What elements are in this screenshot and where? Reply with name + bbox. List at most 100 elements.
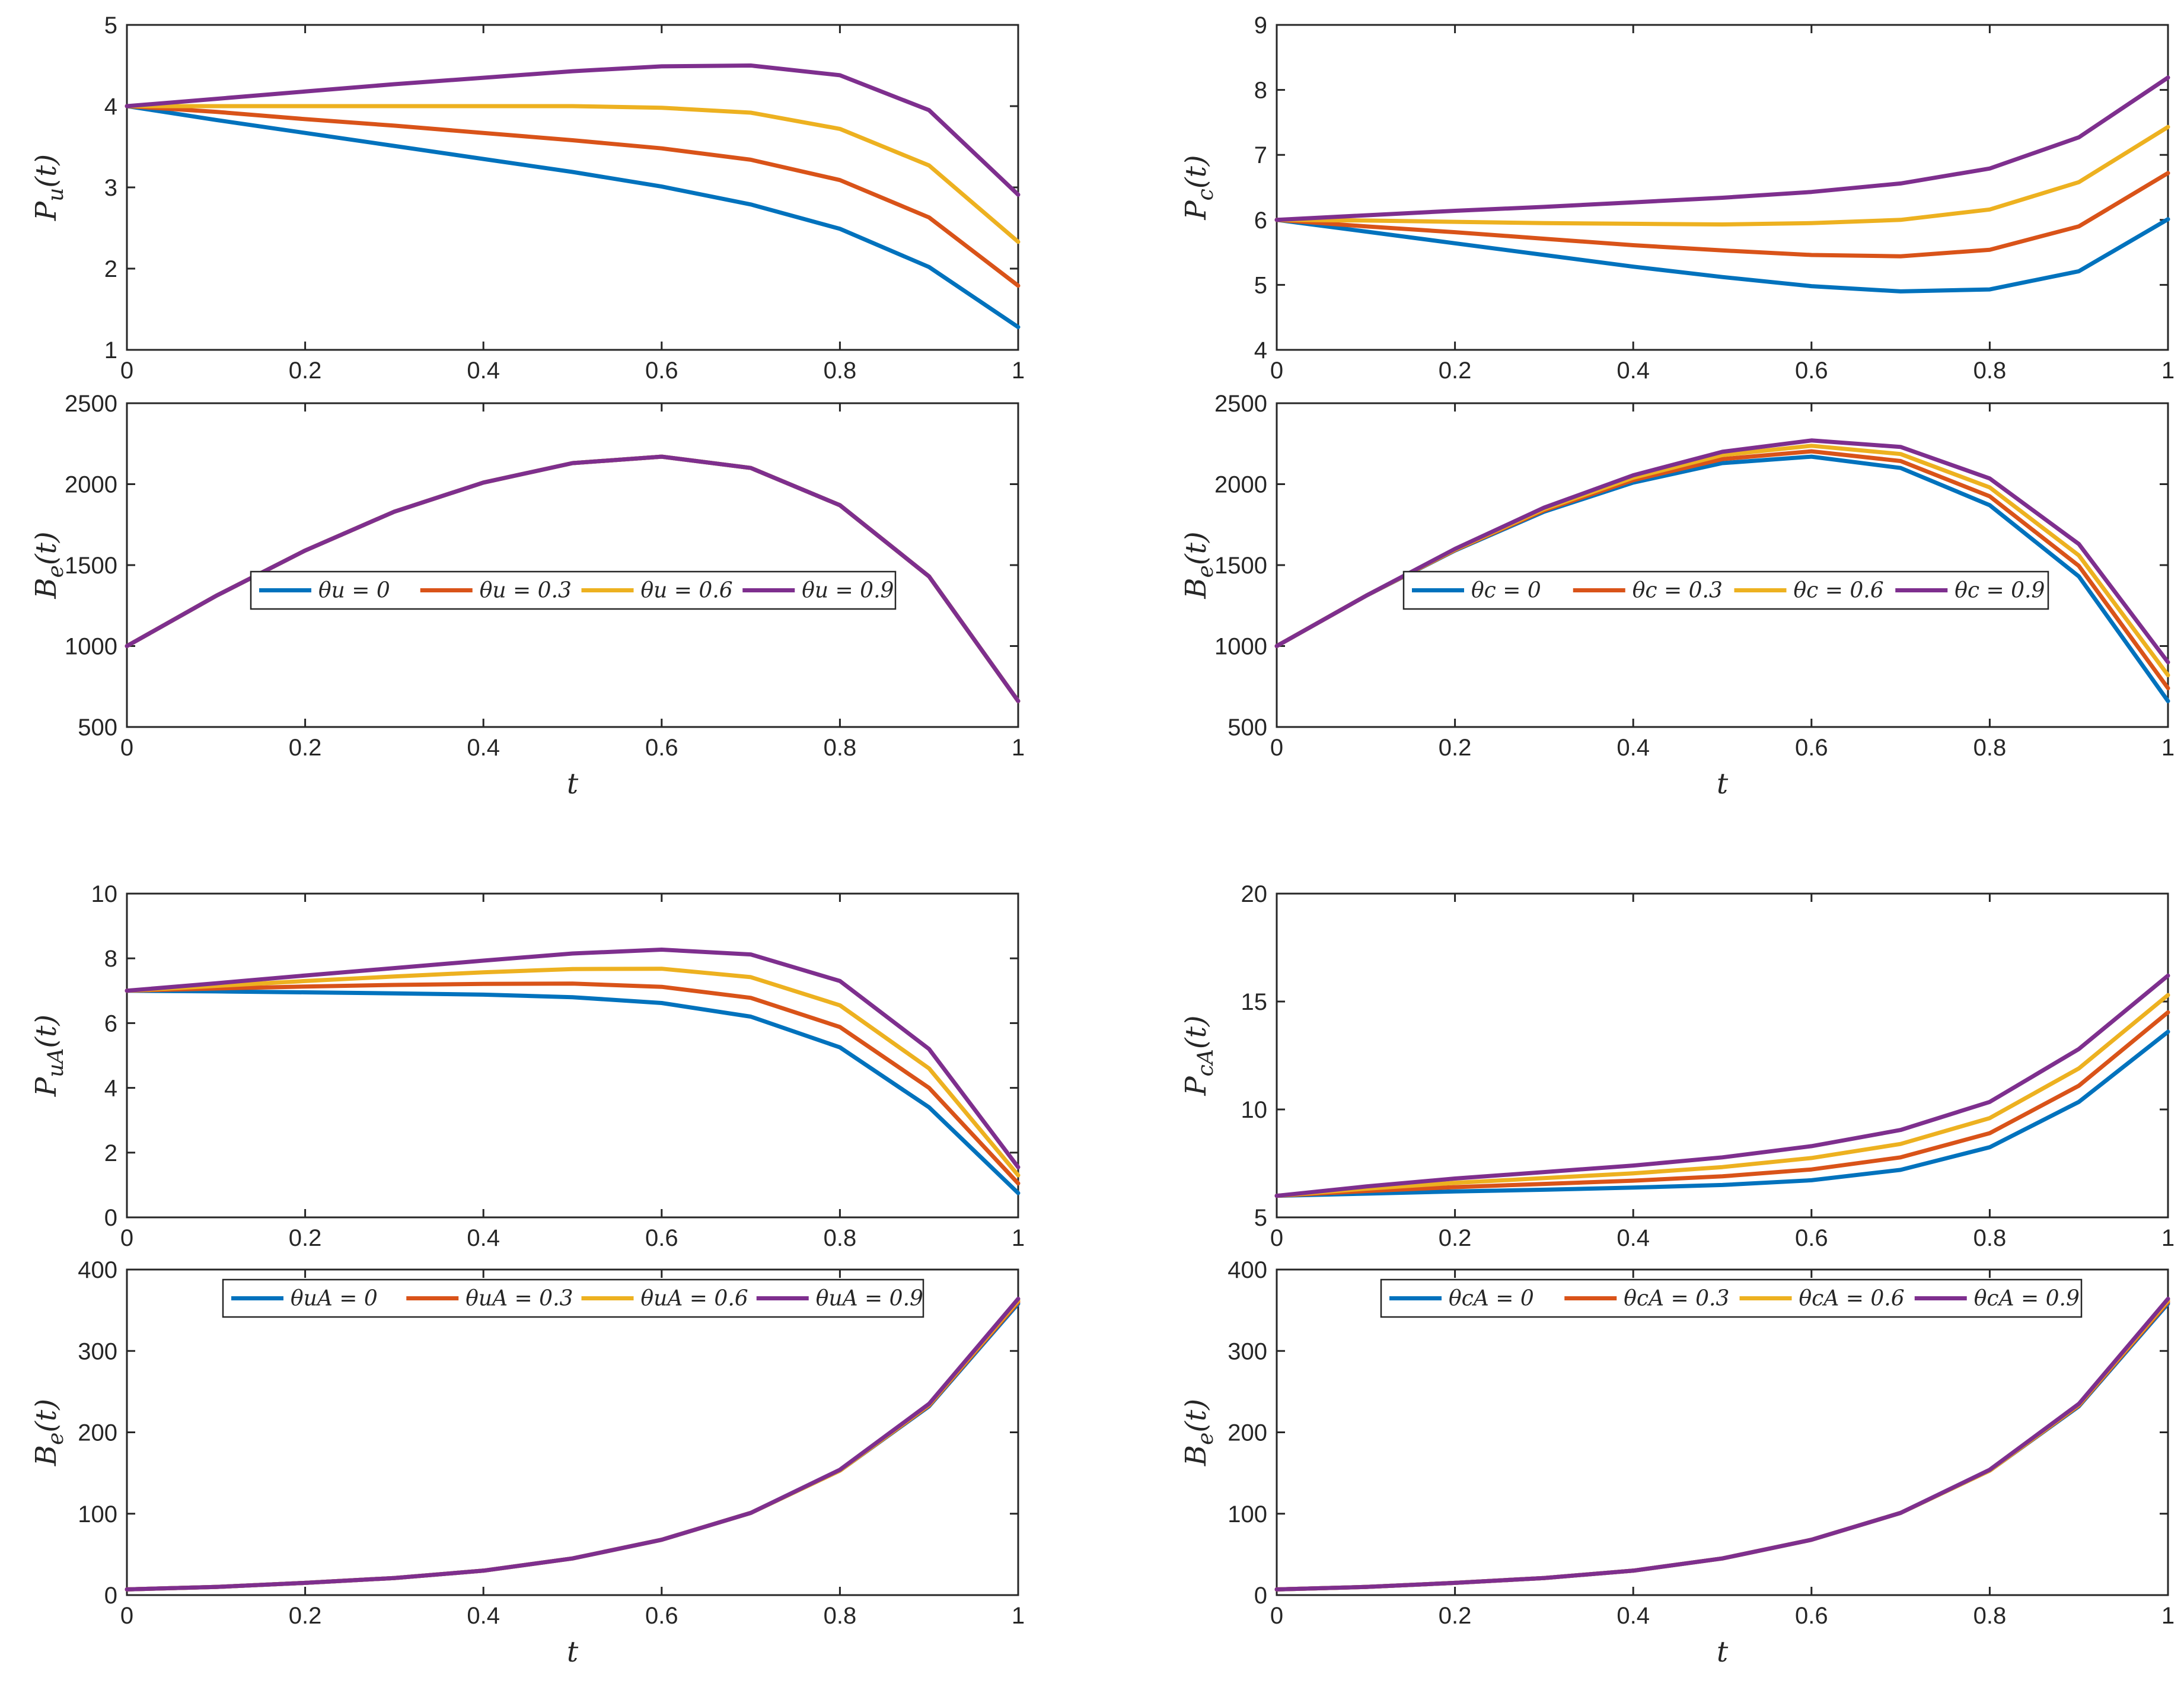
series-line-2 <box>1274 449 2170 690</box>
y-tick-label: 0 <box>104 1205 117 1231</box>
legend-entry: θc = 0 <box>1471 579 1541 603</box>
x-tick-label: 0 <box>1270 1603 1283 1629</box>
legend-entry: θcA = 0 <box>1449 1287 1534 1311</box>
x-axis-label: t <box>1717 767 1729 801</box>
x-tick-label: 1 <box>2161 1603 2175 1629</box>
x-tick-label: 1 <box>1012 1225 1025 1251</box>
series-line-1 <box>125 104 1021 330</box>
series-line-1 <box>1274 217 2170 294</box>
y-tick-label: 0 <box>104 1583 117 1609</box>
x-tick-label: 0 <box>120 358 133 384</box>
y-axis-label: Be(t) <box>1179 1399 1218 1466</box>
x-tick-label: 0.4 <box>1617 735 1650 761</box>
legend-entry: θuA = 0 <box>291 1287 378 1311</box>
legend: θuA = 0 θuA = 0.3 θuA = 0.6 θuA = 0.9 <box>222 1278 924 1318</box>
series-line-4 <box>1274 438 2170 665</box>
series-line-2 <box>125 981 1021 1186</box>
y-axis-label: Pc(t) <box>1179 155 1218 220</box>
series-line-4 <box>1274 75 2170 222</box>
series-line-2 <box>1274 1300 2170 1592</box>
series-line-2 <box>1274 1010 2170 1198</box>
x-tick-label: 0 <box>120 1603 133 1629</box>
legend-entry: θuA = 0.9 <box>816 1287 923 1311</box>
y-tick-label: 10 <box>1241 1097 1268 1123</box>
series-line-1 <box>1274 1302 2170 1592</box>
x-axis-label: t <box>567 1635 579 1669</box>
x-tick-label: 0 <box>1270 358 1283 384</box>
y-tick-label: 6 <box>104 1010 117 1037</box>
x-tick-label: 0.8 <box>824 735 857 761</box>
x-axis-label: t <box>567 767 579 801</box>
y-tick-label: 2500 <box>1214 391 1267 417</box>
x-tick-label: 1 <box>2161 358 2175 384</box>
y-tick-label: 20 <box>1241 881 1268 907</box>
y-tick-label: 300 <box>78 1338 117 1364</box>
x-tick-label: 0.2 <box>1439 1225 1472 1251</box>
x-tick-label: 0.2 <box>289 735 322 761</box>
x-tick-label: 0.2 <box>1439 358 1472 384</box>
y-axis-label: Be(t) <box>1179 531 1218 599</box>
x-tick-label: 0.6 <box>645 358 678 384</box>
x-tick-label: 0.8 <box>824 358 857 384</box>
y-tick-label: 500 <box>78 715 117 741</box>
x-tick-label: 1 <box>2161 1225 2175 1251</box>
legend-entry: θuA = 0.3 <box>466 1287 573 1311</box>
y-tick-label: 5 <box>104 12 117 39</box>
y-tick-label: 400 <box>1227 1257 1267 1283</box>
x-tick-label: 1 <box>2161 735 2175 761</box>
x-tick-label: 0.6 <box>1795 735 1828 761</box>
x-tick-label: 0.2 <box>1439 1603 1472 1629</box>
chart-panel-1: 0 0.2 0.4 0.6 0.8 1 1 2 3 4 5 Pu(t) <box>30 12 1025 384</box>
x-tick-label: 0.6 <box>645 1225 678 1251</box>
x-tick-label: 0.8 <box>824 1225 857 1251</box>
x-tick-label: 0 <box>120 1225 133 1251</box>
x-tick-label: 0.4 <box>467 358 500 384</box>
y-tick-label: 3 <box>104 175 117 201</box>
y-tick-label: 10 <box>91 881 118 907</box>
series-line-2 <box>125 1300 1021 1592</box>
y-tick-label: 1500 <box>1214 553 1267 579</box>
x-tick-label: 0.8 <box>1973 1225 2007 1251</box>
legend-entry: θu = 0.6 <box>641 579 733 603</box>
x-tick-label: 0.8 <box>824 1603 857 1629</box>
x-axis-label: t <box>1717 1635 1729 1669</box>
y-tick-label: 4 <box>1254 337 1267 363</box>
y-tick-label: 2 <box>104 1140 117 1166</box>
y-tick-label: 2500 <box>65 391 117 417</box>
y-tick-label: 4 <box>104 1076 117 1102</box>
y-tick-label: 100 <box>1227 1501 1267 1527</box>
x-tick-label: 0 <box>120 735 133 761</box>
series-line-3 <box>1274 444 2170 678</box>
series-line-4 <box>1274 1296 2170 1592</box>
y-tick-label: 8 <box>1254 78 1267 104</box>
x-tick-label: 0.6 <box>645 735 678 761</box>
y-tick-label: 6 <box>1254 208 1267 234</box>
y-tick-label: 1500 <box>65 553 117 579</box>
y-tick-label: 9 <box>1254 12 1267 39</box>
y-tick-label: 5 <box>1254 272 1267 298</box>
legend-entry: θuA = 0.6 <box>641 1287 748 1311</box>
axes-frame <box>1276 24 2169 351</box>
y-tick-label: 200 <box>78 1420 117 1446</box>
series-line-2 <box>125 104 1021 288</box>
x-tick-label: 0.6 <box>645 1603 678 1629</box>
y-tick-label: 300 <box>1227 1338 1267 1364</box>
y-axis-label: Be(t) <box>30 1399 68 1466</box>
series-line-4 <box>125 1296 1021 1592</box>
y-tick-label: 2000 <box>65 472 117 498</box>
axes-frame <box>126 892 1019 1219</box>
chart-panel-6: 0 0.2 0.4 0.6 0.8 1 0 100 200 300 400 Be(t) t θuA = 0… <box>30 1257 1025 1669</box>
chart-panel-2: 0 0.2 0.4 0.6 0.8 15001000150020002500Be(t)tθ… <box>30 391 1025 801</box>
axes-frame <box>1276 892 2169 1219</box>
legend-entry: θcA = 0.3 <box>1624 1287 1729 1311</box>
y-tick-label: 2000 <box>1214 472 1267 498</box>
y-tick-label: 7 <box>1254 142 1267 168</box>
y-tick-label: 8 <box>104 946 117 972</box>
series-line-1 <box>1274 1029 2170 1198</box>
legend-entry: θcA = 0.9 <box>1974 1287 2080 1311</box>
x-tick-label: 0.4 <box>1617 1225 1650 1251</box>
axes-frame <box>126 402 1019 728</box>
series-line-3 <box>1274 993 2170 1198</box>
legend-entry: θcA = 0.6 <box>1799 1287 1905 1311</box>
x-tick-label: 0.8 <box>1973 735 2007 761</box>
